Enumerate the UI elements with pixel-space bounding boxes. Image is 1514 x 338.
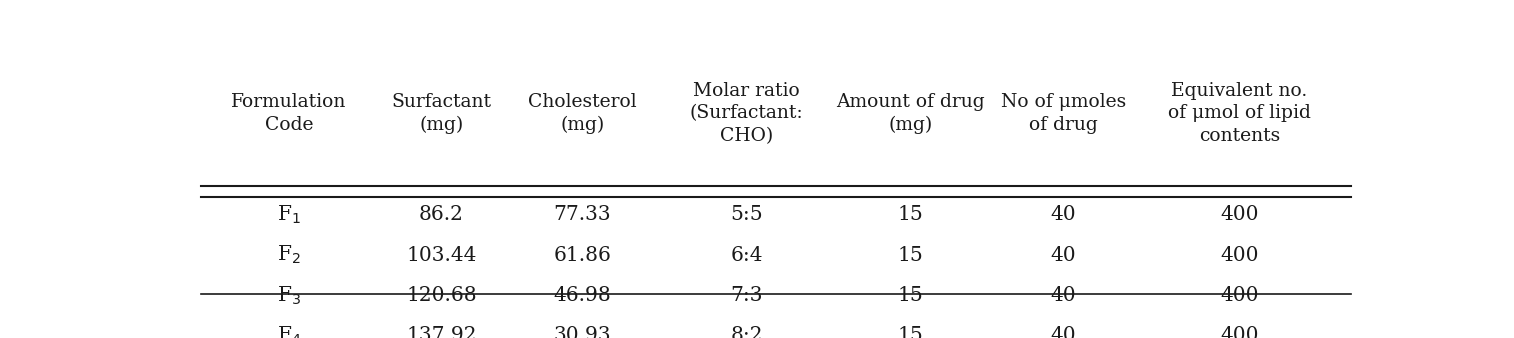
Text: Formulation
Code: Formulation Code: [232, 93, 347, 134]
Text: 40: 40: [1051, 327, 1076, 338]
Text: 400: 400: [1220, 246, 1258, 265]
Text: 40: 40: [1051, 206, 1076, 224]
Text: 120.68: 120.68: [406, 286, 477, 305]
Text: Cholesterol
(mg): Cholesterol (mg): [528, 93, 636, 134]
Text: 77.33: 77.33: [554, 206, 612, 224]
Text: 5:5: 5:5: [730, 206, 763, 224]
Text: 40: 40: [1051, 286, 1076, 305]
Text: 103.44: 103.44: [406, 246, 477, 265]
Text: 400: 400: [1220, 206, 1258, 224]
Text: F$_4$: F$_4$: [277, 325, 301, 338]
Text: 61.86: 61.86: [554, 246, 612, 265]
Text: 86.2: 86.2: [419, 206, 463, 224]
Text: 15: 15: [898, 246, 924, 265]
Text: 40: 40: [1051, 246, 1076, 265]
Text: 15: 15: [898, 327, 924, 338]
Text: 46.98: 46.98: [554, 286, 612, 305]
Text: 7:3: 7:3: [730, 286, 763, 305]
Text: 400: 400: [1220, 286, 1258, 305]
Text: 8:2: 8:2: [730, 327, 763, 338]
Text: Equivalent no.
of μmol of lipid
contents: Equivalent no. of μmol of lipid contents: [1167, 81, 1311, 145]
Text: F$_1$: F$_1$: [277, 204, 301, 226]
Text: No of μmoles
of drug: No of μmoles of drug: [1001, 93, 1126, 134]
Text: F$_3$: F$_3$: [277, 285, 301, 307]
Text: 137.92: 137.92: [406, 327, 477, 338]
Text: 6:4: 6:4: [730, 246, 763, 265]
Text: Molar ratio
(Surfactant:
CHO): Molar ratio (Surfactant: CHO): [690, 81, 804, 145]
Text: 400: 400: [1220, 327, 1258, 338]
Text: Amount of drug
(mg): Amount of drug (mg): [837, 93, 986, 134]
Text: 15: 15: [898, 206, 924, 224]
Text: Surfactant
(mg): Surfactant (mg): [392, 93, 492, 134]
Text: 30.93: 30.93: [554, 327, 612, 338]
Text: F$_2$: F$_2$: [277, 244, 301, 266]
Text: 15: 15: [898, 286, 924, 305]
